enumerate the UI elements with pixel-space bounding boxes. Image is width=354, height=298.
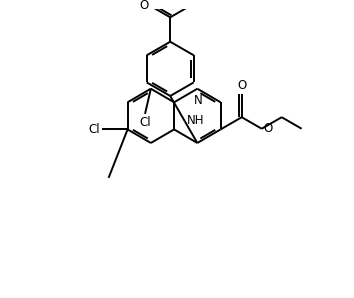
Text: O: O	[264, 122, 273, 135]
Text: Cl: Cl	[89, 123, 101, 136]
Text: N: N	[194, 94, 203, 107]
Text: Cl: Cl	[139, 116, 151, 129]
Text: NH: NH	[187, 114, 204, 127]
Text: O: O	[237, 79, 246, 92]
Text: O: O	[139, 0, 148, 12]
